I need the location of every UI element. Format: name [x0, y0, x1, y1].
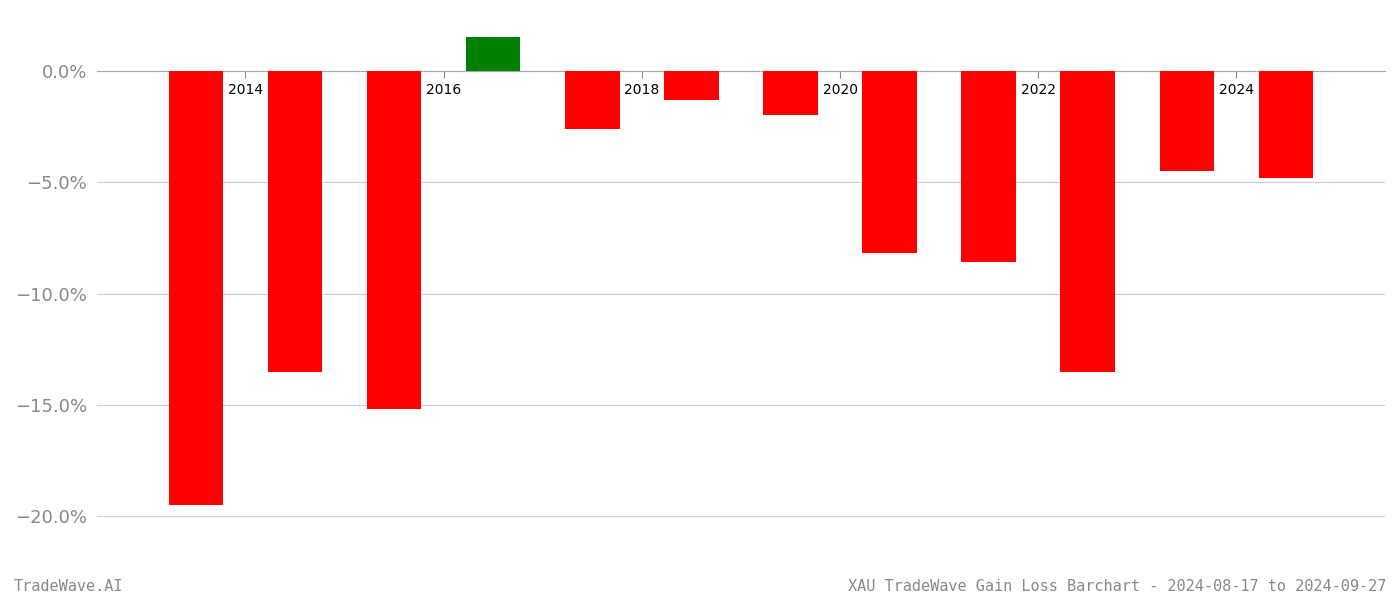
Bar [566, 71, 620, 128]
Bar [1259, 71, 1313, 178]
Bar [862, 71, 917, 253]
Bar [367, 71, 421, 409]
Bar [763, 71, 818, 115]
Bar [267, 71, 322, 371]
Text: XAU TradeWave Gain Loss Barchart - 2024-08-17 to 2024-09-27: XAU TradeWave Gain Loss Barchart - 2024-… [847, 579, 1386, 594]
Bar [466, 37, 521, 71]
Bar [168, 71, 223, 505]
Bar [664, 71, 718, 100]
Text: TradeWave.AI: TradeWave.AI [14, 579, 123, 594]
Bar [1159, 71, 1214, 171]
Bar [962, 71, 1016, 262]
Bar [1060, 71, 1114, 371]
